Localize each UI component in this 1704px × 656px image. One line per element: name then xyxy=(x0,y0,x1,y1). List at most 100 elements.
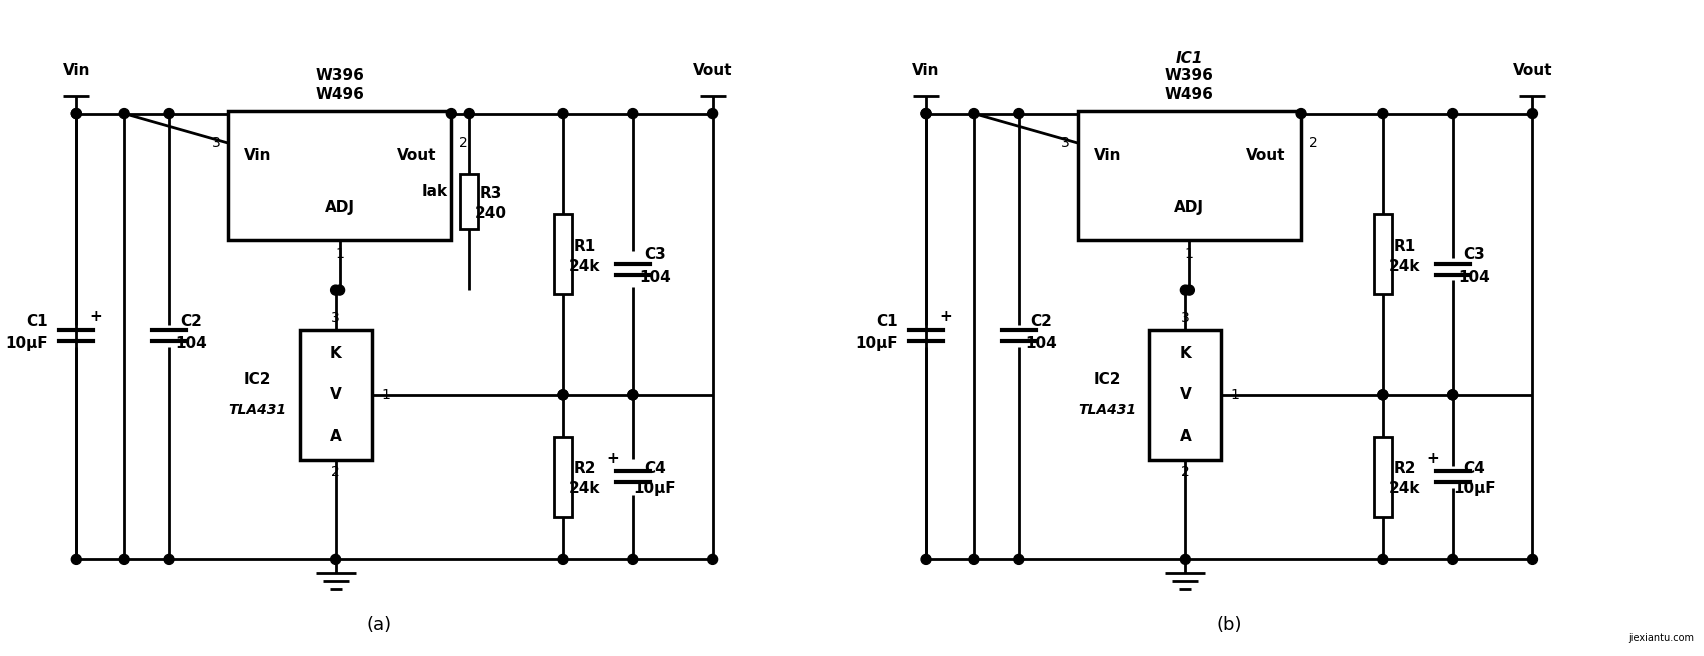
Circle shape xyxy=(970,554,978,564)
Circle shape xyxy=(1448,109,1457,119)
Text: Vin: Vin xyxy=(244,148,271,163)
Text: 240: 240 xyxy=(475,206,508,221)
Text: IC2: IC2 xyxy=(1094,372,1121,387)
Circle shape xyxy=(1379,554,1387,564)
Text: 1: 1 xyxy=(1184,247,1195,261)
Text: A: A xyxy=(1179,429,1191,444)
Text: K: K xyxy=(331,346,341,361)
Circle shape xyxy=(446,109,457,119)
Text: Vout: Vout xyxy=(694,63,733,78)
Text: 24k: 24k xyxy=(569,258,602,274)
Text: 10μF: 10μF xyxy=(855,337,898,352)
Circle shape xyxy=(707,554,717,564)
Circle shape xyxy=(1379,109,1387,119)
Text: C1: C1 xyxy=(876,314,898,329)
Text: W396: W396 xyxy=(315,68,365,83)
Circle shape xyxy=(334,285,344,295)
Text: K: K xyxy=(1179,346,1191,361)
Text: R1: R1 xyxy=(1394,239,1416,254)
Text: 104: 104 xyxy=(1459,270,1491,285)
Circle shape xyxy=(1297,109,1305,119)
Text: +: + xyxy=(90,308,102,323)
Circle shape xyxy=(557,554,567,564)
Text: (b): (b) xyxy=(1217,616,1242,634)
Text: 3: 3 xyxy=(1181,311,1189,325)
Text: TLA431: TLA431 xyxy=(1079,403,1137,417)
Text: V: V xyxy=(331,387,341,402)
Circle shape xyxy=(922,554,930,564)
Text: C4: C4 xyxy=(1464,461,1486,476)
Text: W396: W396 xyxy=(1166,68,1213,83)
Circle shape xyxy=(1014,109,1024,119)
Circle shape xyxy=(1448,390,1457,400)
Text: Vout: Vout xyxy=(1513,63,1552,78)
Circle shape xyxy=(1181,285,1191,295)
Text: C1: C1 xyxy=(27,314,48,329)
Text: Iak: Iak xyxy=(421,184,448,199)
Circle shape xyxy=(463,109,474,119)
Bar xyxy=(554,215,573,294)
Text: 1: 1 xyxy=(1230,388,1241,402)
Text: Vout: Vout xyxy=(1246,148,1287,163)
Text: 10μF: 10μF xyxy=(634,481,676,496)
Circle shape xyxy=(1181,554,1191,564)
Circle shape xyxy=(72,109,82,119)
Text: V: V xyxy=(1179,387,1191,402)
Text: 3: 3 xyxy=(331,311,341,325)
Text: 104: 104 xyxy=(1024,337,1056,352)
Text: C2: C2 xyxy=(1029,314,1051,329)
Text: W496: W496 xyxy=(315,87,365,102)
Text: R3: R3 xyxy=(481,186,503,201)
Text: 104: 104 xyxy=(639,270,671,285)
Text: ADJ: ADJ xyxy=(1174,200,1205,215)
Text: Vin: Vin xyxy=(63,63,90,78)
Text: 24k: 24k xyxy=(569,481,602,496)
Text: C4: C4 xyxy=(644,461,666,476)
Text: R2: R2 xyxy=(574,461,596,476)
Text: 2: 2 xyxy=(1309,136,1317,150)
Circle shape xyxy=(119,109,130,119)
Circle shape xyxy=(627,554,637,564)
Bar xyxy=(300,330,371,460)
Text: +: + xyxy=(607,451,619,466)
Text: 1: 1 xyxy=(336,247,344,261)
Text: 10μF: 10μF xyxy=(1454,481,1496,496)
Bar xyxy=(1150,330,1222,460)
Circle shape xyxy=(922,109,930,119)
Circle shape xyxy=(119,554,130,564)
Circle shape xyxy=(707,109,717,119)
Text: IC1: IC1 xyxy=(1176,51,1203,66)
Text: 2: 2 xyxy=(331,464,341,479)
Text: 10μF: 10μF xyxy=(5,337,48,352)
Text: 3: 3 xyxy=(1062,136,1070,150)
Circle shape xyxy=(1527,554,1537,564)
Circle shape xyxy=(164,554,174,564)
Text: 2: 2 xyxy=(458,136,467,150)
Text: R2: R2 xyxy=(1394,461,1416,476)
Circle shape xyxy=(557,390,567,400)
Circle shape xyxy=(970,109,978,119)
Text: 24k: 24k xyxy=(1389,481,1421,496)
Text: 24k: 24k xyxy=(1389,258,1421,274)
Circle shape xyxy=(331,554,341,564)
Text: (a): (a) xyxy=(366,616,392,634)
Circle shape xyxy=(627,390,637,400)
Circle shape xyxy=(164,109,174,119)
Text: W496: W496 xyxy=(1166,87,1213,102)
Text: jiexiantu.com: jiexiantu.com xyxy=(1627,633,1694,643)
Bar xyxy=(1373,215,1392,294)
Circle shape xyxy=(557,390,567,400)
Text: C3: C3 xyxy=(644,247,666,262)
Text: Vin: Vin xyxy=(1094,148,1121,163)
Text: Vin: Vin xyxy=(912,63,941,78)
Text: TLA431: TLA431 xyxy=(228,403,286,417)
Text: +: + xyxy=(1426,451,1440,466)
Circle shape xyxy=(1184,285,1195,295)
Text: Vout: Vout xyxy=(397,148,436,163)
Circle shape xyxy=(1014,554,1024,564)
Text: IC2: IC2 xyxy=(244,372,271,387)
Bar xyxy=(460,174,479,229)
Circle shape xyxy=(1448,554,1457,564)
Circle shape xyxy=(1448,390,1457,400)
Circle shape xyxy=(557,109,567,119)
